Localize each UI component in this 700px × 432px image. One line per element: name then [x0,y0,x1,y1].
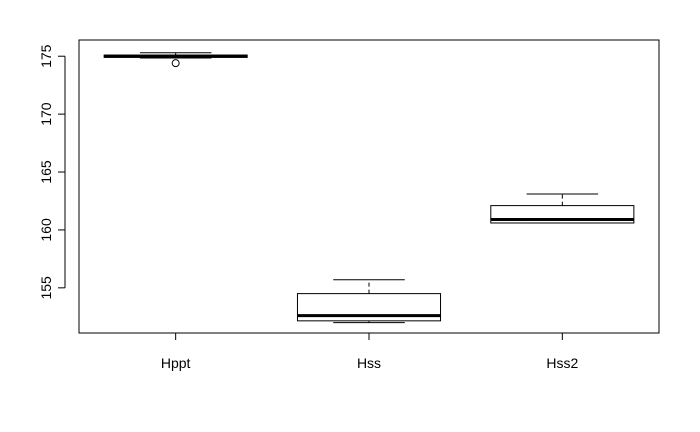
box-hss2 [490,193,635,224]
x-axis: Hppt Hss Hss2 [161,332,578,371]
outlier-point [171,59,180,68]
plot-frame [78,39,660,334]
y-tick-label: 160 [38,218,54,242]
y-axis: 155 160 165 170 175 [38,44,66,300]
box-hss [296,279,442,324]
boxes [103,52,635,324]
y-tick-label: 170 [38,102,54,126]
y-tick-label: 155 [38,276,54,300]
x-category-label: Hss [357,355,381,371]
box-hppt [103,52,248,68]
x-category-label: Hss2 [546,355,578,371]
y-tick-label: 165 [38,160,54,184]
y-tick-label: 175 [38,44,54,68]
x-category-label: Hppt [161,355,191,371]
